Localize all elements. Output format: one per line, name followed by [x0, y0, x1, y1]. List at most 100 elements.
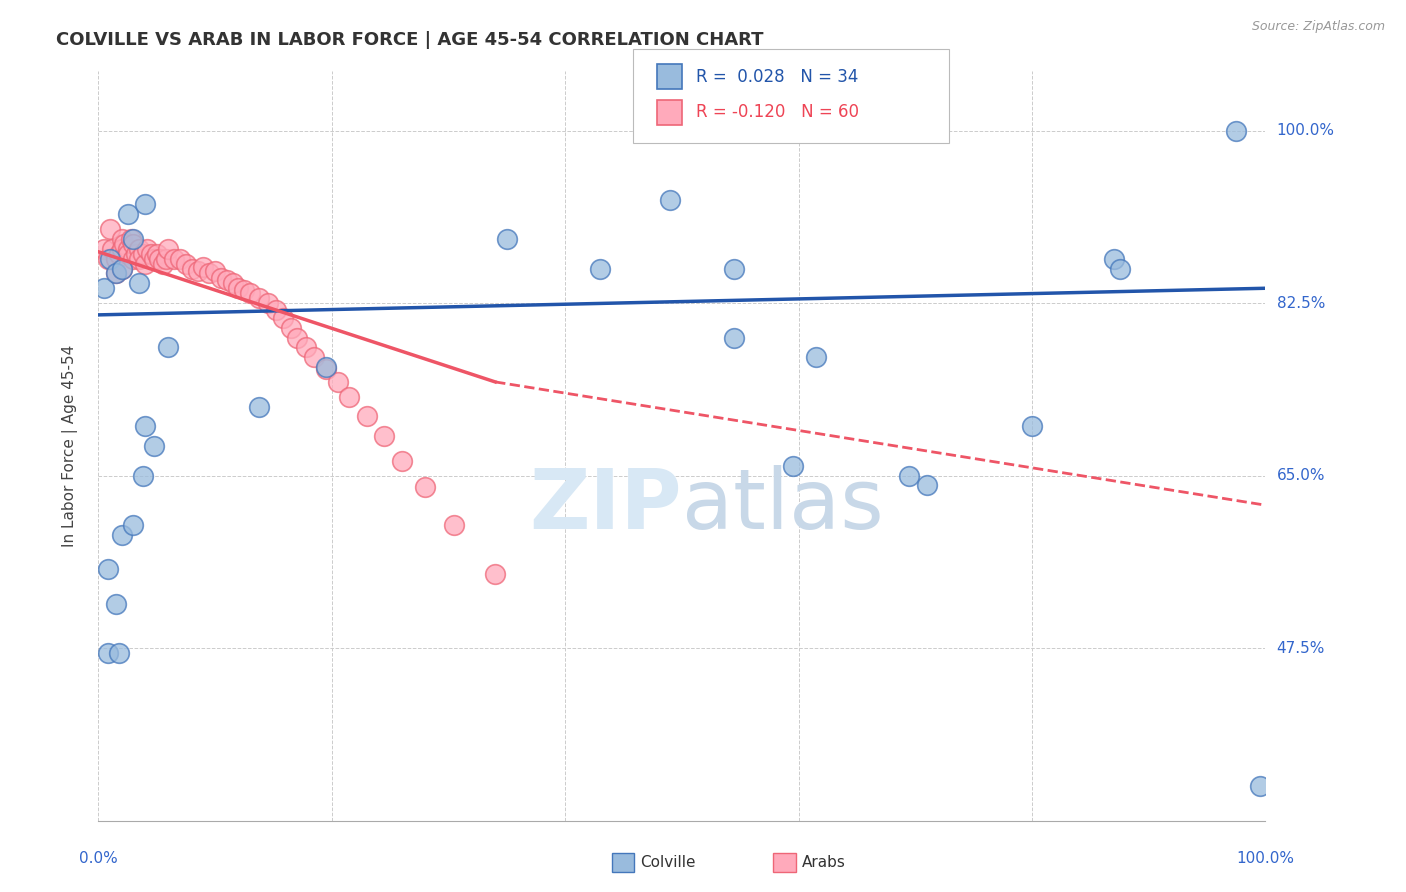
Point	[139, 246, 162, 260]
Point	[484, 567, 506, 582]
Point	[104, 252, 127, 266]
Point	[193, 260, 215, 274]
Point	[443, 517, 465, 532]
Point	[264, 302, 287, 317]
Point	[134, 197, 156, 211]
Point	[187, 263, 209, 277]
Point	[898, 468, 921, 483]
Point	[204, 263, 226, 277]
Point	[108, 246, 131, 260]
Point	[239, 286, 262, 301]
Point	[111, 261, 134, 276]
Point	[104, 597, 127, 611]
Point	[143, 252, 166, 266]
Point	[148, 252, 170, 266]
Point	[723, 330, 745, 344]
Point	[249, 400, 271, 414]
Point	[97, 562, 120, 576]
Point	[111, 527, 134, 541]
Point	[104, 267, 127, 281]
Point	[1225, 123, 1247, 137]
Point	[120, 232, 142, 246]
Point	[1102, 252, 1125, 266]
Point	[356, 409, 378, 424]
Point	[132, 468, 155, 483]
Point	[112, 236, 135, 251]
Point	[659, 193, 682, 207]
Point	[1021, 419, 1043, 434]
Point	[198, 267, 221, 281]
Point	[315, 360, 337, 375]
Point	[93, 242, 115, 256]
Point	[804, 351, 827, 365]
Point	[157, 340, 180, 354]
Point	[233, 283, 256, 297]
Point	[98, 222, 121, 236]
Point	[128, 277, 150, 291]
Point	[180, 261, 202, 276]
Point	[122, 236, 145, 251]
Point	[228, 281, 250, 295]
Point	[337, 390, 360, 404]
Text: R =  0.028   N = 34: R = 0.028 N = 34	[696, 68, 858, 86]
Point	[125, 246, 148, 260]
Text: Colville: Colville	[640, 855, 695, 870]
Point	[271, 310, 294, 325]
Point	[174, 257, 197, 271]
Point	[315, 362, 337, 376]
Point	[134, 257, 156, 271]
Point	[122, 252, 145, 266]
Point	[413, 480, 436, 494]
Point	[111, 232, 134, 246]
Point	[215, 273, 238, 287]
Point	[209, 271, 232, 285]
Point	[97, 646, 120, 660]
Point	[157, 242, 180, 256]
Point	[295, 340, 318, 354]
Point	[496, 232, 519, 246]
Point	[111, 242, 134, 256]
Text: R = -0.120   N = 60: R = -0.120 N = 60	[696, 103, 859, 121]
Point	[1108, 261, 1130, 276]
Point	[152, 257, 174, 271]
Text: Source: ZipAtlas.com: Source: ZipAtlas.com	[1251, 20, 1385, 33]
Text: 100.0%: 100.0%	[1277, 123, 1334, 138]
Point	[326, 375, 349, 389]
Point	[117, 207, 139, 221]
Point	[723, 261, 745, 276]
Point	[98, 252, 121, 266]
Text: ZIP: ZIP	[530, 466, 682, 547]
Point	[1249, 779, 1271, 793]
Text: 100.0%: 100.0%	[1236, 851, 1295, 866]
Text: 65.0%: 65.0%	[1277, 468, 1324, 483]
Point	[122, 517, 145, 532]
Point	[221, 277, 243, 291]
Point	[280, 320, 302, 334]
Point	[111, 261, 134, 276]
Text: atlas: atlas	[682, 466, 883, 547]
Point	[285, 330, 308, 344]
Text: Arabs: Arabs	[801, 855, 845, 870]
Point	[97, 252, 120, 266]
Point	[117, 242, 139, 256]
Point	[155, 252, 177, 266]
Point	[93, 281, 115, 295]
Point	[104, 267, 127, 281]
Point	[169, 252, 191, 266]
Point	[101, 242, 124, 256]
Point	[256, 296, 278, 310]
Point	[304, 351, 326, 365]
Text: 0.0%: 0.0%	[79, 851, 118, 866]
Point	[128, 252, 150, 266]
Text: COLVILLE VS ARAB IN LABOR FORCE | AGE 45-54 CORRELATION CHART: COLVILLE VS ARAB IN LABOR FORCE | AGE 45…	[56, 31, 763, 49]
Point	[117, 246, 139, 260]
Point	[589, 261, 612, 276]
Point	[146, 246, 169, 260]
Point	[915, 478, 938, 492]
Point	[136, 242, 159, 256]
Point	[143, 439, 166, 453]
Y-axis label: In Labor Force | Age 45-54: In Labor Force | Age 45-54	[62, 345, 77, 547]
Point	[373, 429, 395, 443]
Point	[134, 419, 156, 434]
Text: 82.5%: 82.5%	[1277, 295, 1324, 310]
